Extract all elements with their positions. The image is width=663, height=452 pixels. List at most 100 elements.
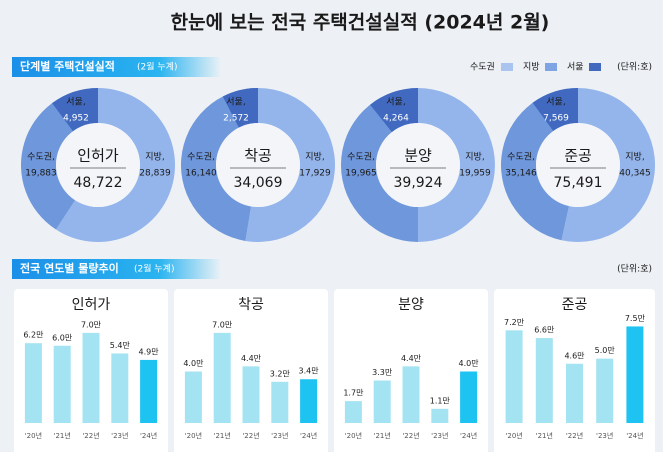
x-tick-label: '23년 <box>431 431 448 440</box>
donut-center-title: 준공 <box>564 147 592 165</box>
donut-hole <box>216 123 300 207</box>
segment-value: 16,140 <box>185 169 217 179</box>
segment-value: 4,264 <box>383 114 409 124</box>
donut-total: 34,069 <box>234 175 283 191</box>
x-tick-label: '20년 <box>505 431 522 440</box>
donut-hole <box>376 123 460 207</box>
segment-value: 28,839 <box>139 169 171 179</box>
x-tick-label: '21년 <box>214 431 231 440</box>
bar-value-label: 4.6만 <box>564 351 585 360</box>
legend-swatch <box>545 63 557 71</box>
bar <box>402 366 420 423</box>
bar <box>344 401 362 423</box>
segment-label: 수도권, <box>27 151 55 163</box>
panel-title: 분양 <box>398 297 424 313</box>
legend-swatch <box>501 63 513 71</box>
bar <box>596 358 614 423</box>
bar <box>566 363 583 423</box>
bar <box>300 379 318 423</box>
segment-value: 2,572 <box>223 114 249 124</box>
section-header-bar <box>12 259 222 279</box>
page-title: 한눈에 보는 전국 주택건설실적 (2024년 2월) <box>171 12 550 34</box>
donut-center-title: 분양 <box>404 147 432 165</box>
x-tick-label: '22년 <box>242 431 259 440</box>
bar-value-label: 7.0만 <box>81 320 102 329</box>
donut-segment <box>52 88 98 132</box>
panel-title: 인허가 <box>72 297 111 313</box>
bar <box>82 332 100 423</box>
panel-title: 착공 <box>238 297 264 313</box>
segment-value: 19,959 <box>459 169 491 179</box>
segment-label: 서울, <box>66 97 85 108</box>
segment-value: 7,569 <box>543 114 569 124</box>
bar-value-label: 1.1만 <box>430 396 451 405</box>
donut-segment <box>418 88 495 242</box>
segment-value: 4,952 <box>63 114 89 124</box>
legend-label: 지방 <box>523 62 540 73</box>
legend-label: 수도권 <box>470 61 495 73</box>
bar <box>505 330 523 423</box>
donut-total: 48,722 <box>74 175 123 191</box>
section-title: 단계별 주택건설실적 <box>20 59 115 73</box>
x-tick-label: '23년 <box>596 431 613 440</box>
x-tick-label: '24년 <box>140 431 157 440</box>
segment-value: 19,965 <box>345 169 377 179</box>
segment-label: 지방, <box>305 152 324 163</box>
bar-value-label: 3.3만 <box>372 368 393 377</box>
panel-title: 준공 <box>562 297 588 313</box>
bar-value-label: 4.0만 <box>459 359 480 368</box>
x-tick-label: '22년 <box>402 431 419 440</box>
bar <box>626 326 644 423</box>
bar <box>431 408 449 423</box>
x-tick-label: '21년 <box>536 431 553 440</box>
legend-label: 서울 <box>567 62 584 73</box>
x-tick-label: '20년 <box>345 431 362 440</box>
bar-value-label: 6.2만 <box>23 331 44 340</box>
segment-label: 수도권, <box>507 151 535 163</box>
donut-total: 75,491 <box>554 175 603 191</box>
bar-value-label: 4.9만 <box>139 347 160 356</box>
bar-value-label: 5.4만 <box>110 341 131 350</box>
section-header-bar <box>12 57 222 77</box>
bar-value-label: 3.2만 <box>270 369 291 378</box>
bar-value-label: 6.0만 <box>52 333 73 342</box>
bar-value-label: 7.0만 <box>212 320 233 329</box>
bar-value-label: 3.4만 <box>299 367 320 376</box>
bar-value-label: 7.5만 <box>625 314 646 323</box>
segment-label: 서울, <box>226 97 245 108</box>
donut-hole <box>56 123 140 207</box>
segment-label: 지방, <box>465 152 484 163</box>
segment-label: 서울, <box>546 97 565 108</box>
segment-value: 35,146 <box>505 169 537 179</box>
donut-center-title: 착공 <box>244 147 272 165</box>
bar <box>271 381 289 423</box>
bar <box>373 380 391 423</box>
segment-label: 지방, <box>145 152 164 163</box>
x-tick-label: '20년 <box>185 431 202 440</box>
unit-label: (단위:호) <box>617 62 652 73</box>
unit-label: (단위:호) <box>617 264 652 275</box>
x-tick-label: '23년 <box>111 431 128 440</box>
bar-value-label: 1.7만 <box>343 389 364 398</box>
segment-label: 수도권, <box>347 151 375 163</box>
segment-label: 서울, <box>386 97 405 108</box>
donut-hole <box>536 123 620 207</box>
bar <box>460 371 478 423</box>
section-subtitle: (2월 누계) <box>134 263 174 275</box>
x-tick-label: '21년 <box>54 431 71 440</box>
segment-value: 17,929 <box>299 169 331 179</box>
bar-value-label: 4.4만 <box>241 354 262 363</box>
x-tick-label: '22년 <box>82 431 99 440</box>
bar <box>213 332 231 423</box>
donut-segment <box>561 88 656 242</box>
segment-value: 19,883 <box>25 169 57 179</box>
donut-total: 39,924 <box>394 175 443 191</box>
donut-center-title: 인허가 <box>77 147 119 165</box>
donut-segment <box>222 88 258 128</box>
segment-label: 지방, <box>625 152 644 163</box>
donut-segment <box>370 88 418 133</box>
segment-label: 수도권, <box>187 151 215 163</box>
legend-swatch <box>589 63 601 71</box>
bar <box>24 343 42 423</box>
bar <box>184 371 202 423</box>
